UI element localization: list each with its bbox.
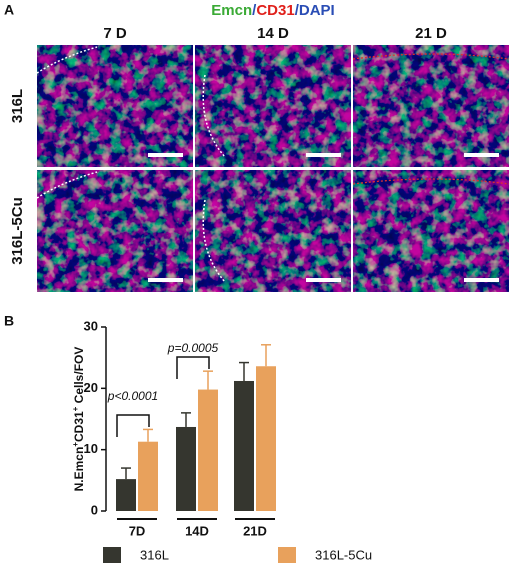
x-tick-label: 14D [185, 523, 209, 538]
boundary [202, 199, 226, 283]
x-tick-label: 7D [129, 523, 146, 538]
panel-title: Emcn/CD31/DAPI [211, 2, 334, 19]
panel-label: A [4, 2, 14, 18]
annotation: p=0.0005 [167, 341, 219, 355]
title-part: Emcn [211, 2, 252, 19]
micrograph-texture [353, 45, 509, 167]
y-tick-label: 10 [84, 441, 98, 456]
title-part: /DAPI [295, 2, 335, 19]
boundary [36, 171, 98, 199]
y-label-part: + [71, 442, 80, 447]
bar [176, 426, 196, 511]
legend-swatch [278, 547, 296, 563]
column-header: 7 D [103, 25, 127, 42]
bar [138, 441, 158, 511]
title-part: / [252, 2, 257, 19]
bar [116, 479, 136, 511]
boundary [36, 46, 98, 74]
row-header: 316L [9, 89, 26, 123]
y-tick-label: 20 [84, 380, 98, 395]
micrograph-texture [37, 170, 193, 292]
bar [256, 366, 276, 511]
micrograph-texture [195, 45, 351, 167]
micrograph-texture [353, 170, 509, 292]
bracket [116, 414, 150, 437]
y-label-part: + [71, 406, 80, 411]
column-header: 14 D [257, 25, 289, 42]
y-label-part: CD31 [72, 411, 86, 442]
micrograph-texture [195, 170, 351, 292]
boundary [202, 74, 226, 158]
y-tick-label: 30 [84, 318, 98, 333]
bar [198, 389, 218, 511]
panel-label: B [4, 313, 14, 329]
legend-swatch [103, 547, 121, 563]
y-label-part: N.Emcn [72, 447, 86, 492]
bracket [176, 356, 210, 379]
micrograph-texture [37, 45, 193, 167]
legend-label: 316L-5Cu [315, 547, 372, 562]
y-tick-label: 0 [91, 502, 98, 517]
row-header: 316L-5Cu [9, 197, 26, 265]
bar [234, 380, 254, 511]
y-axis-label: N.Emcn+CD31+ Cells/FOV [71, 347, 87, 492]
y-label-part: Cells/FOV [72, 347, 86, 407]
title-part: CD31 [256, 2, 294, 19]
annotation: p<0.0001 [107, 389, 158, 403]
column-header: 21 D [415, 25, 447, 42]
legend-label: 316L [140, 547, 169, 562]
x-tick-label: 21D [243, 523, 267, 538]
